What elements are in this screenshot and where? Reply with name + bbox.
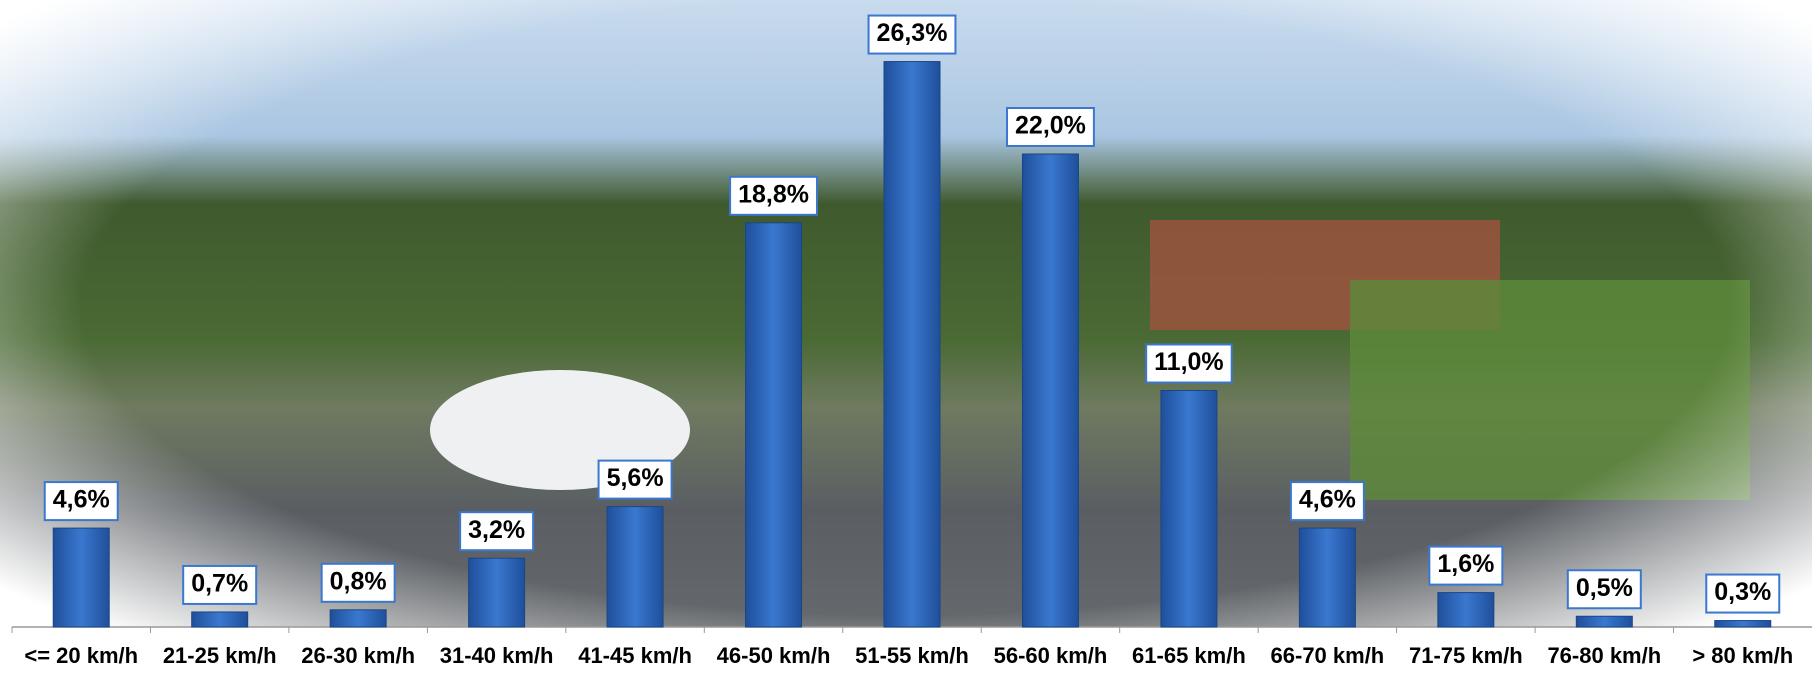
bar xyxy=(1299,528,1355,627)
value-label: 5,6% xyxy=(607,464,664,492)
x-tick-label: 71-75 km/h xyxy=(1409,643,1523,668)
x-tick-label: 76-80 km/h xyxy=(1547,643,1661,668)
value-label: 3,2% xyxy=(468,516,525,544)
bar xyxy=(746,223,802,627)
x-tick-label: 26-30 km/h xyxy=(301,643,415,668)
bar xyxy=(607,507,663,627)
value-label: 4,6% xyxy=(1299,486,1356,514)
x-tick-label: 56-60 km/h xyxy=(994,643,1108,668)
x-tick-label: 46-50 km/h xyxy=(717,643,831,668)
value-label: 0,3% xyxy=(1714,578,1771,606)
value-label: 0,5% xyxy=(1576,574,1633,602)
value-label: 0,7% xyxy=(191,570,248,598)
x-tick-label: 51-55 km/h xyxy=(855,643,969,668)
x-tick-label: 31-40 km/h xyxy=(440,643,554,668)
x-tick-label: 66-70 km/h xyxy=(1271,643,1385,668)
bar xyxy=(1438,593,1494,627)
bar xyxy=(1715,621,1771,627)
value-label: 0,8% xyxy=(330,567,387,595)
bar xyxy=(1576,616,1632,627)
bar xyxy=(884,62,940,627)
value-label: 18,8% xyxy=(738,180,809,208)
x-tick-label: 61-65 km/h xyxy=(1132,643,1246,668)
value-label: 4,6% xyxy=(53,486,110,514)
value-label: 11,0% xyxy=(1154,348,1224,376)
bar xyxy=(192,612,248,627)
x-tick-label: > 80 km/h xyxy=(1692,643,1793,668)
value-label: 26,3% xyxy=(877,19,948,47)
x-tick-label: 41-45 km/h xyxy=(578,643,692,668)
bar xyxy=(330,610,386,627)
bar xyxy=(469,558,525,627)
chart: 4,6% <= 20 km/h 0,7% 21-25 km/h 0,8% 26-30 km… xyxy=(0,0,1812,679)
value-label: 22,0% xyxy=(1015,112,1086,140)
bar xyxy=(1161,391,1217,628)
x-tick-label: <= 20 km/h xyxy=(24,643,138,668)
bar xyxy=(53,528,109,627)
value-label: 1,6% xyxy=(1437,550,1494,578)
x-tick-label: 21-25 km/h xyxy=(163,643,277,668)
bar xyxy=(1022,154,1078,627)
